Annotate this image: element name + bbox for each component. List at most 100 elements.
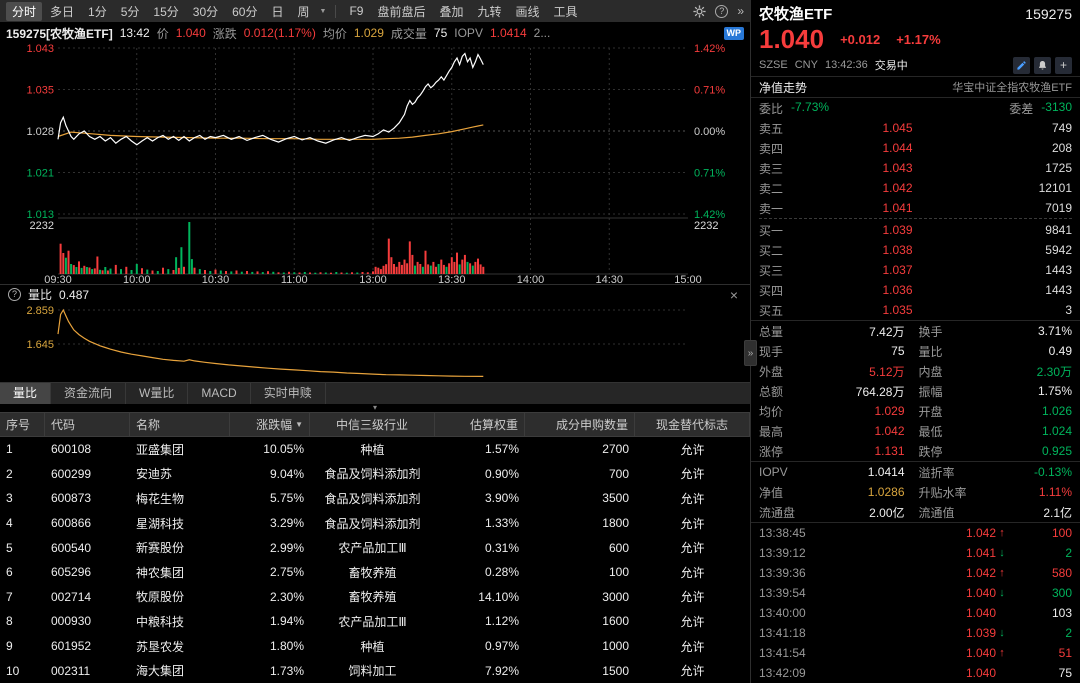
cell: 2.99% [269,540,304,555]
stat-value: 1.024 [1041,424,1072,438]
svg-text:0.71%: 0.71% [694,168,725,180]
add-plus-icon[interactable]: + [1055,56,1072,74]
cell: 2 [6,466,13,481]
cell: 3.29% [269,516,304,531]
quote-time: 13:42:36 [824,59,868,71]
book-level-label: 买二 [759,243,784,258]
toolbar-period-button[interactable]: 1分 [88,4,107,19]
wp-badge[interactable]: WP [723,26,744,40]
table-row[interactable]: 8 000930 中粮科技 1.94% 农产品加工Ⅲ 1.12% 1600 允许 [0,609,750,634]
toolbar-action-button[interactable]: F9 [349,4,364,18]
book-price: 1.043 [882,161,913,175]
table-row[interactable]: 3 600873 梅花生物 5.75% 食品及饲料添加剂 3.90% 3500 允许 [0,486,750,511]
toolbar-period-button[interactable]: 5分 [120,4,140,19]
order-book-row[interactable]: 卖一 1.041 7019 [751,198,1080,218]
chart-area-column: 分时 多日 1分 5分 15分 30分 60分日周 ▼ F9 盘前盘后 叠加 九转 画线 工具 ? » 1… [0,0,750,683]
table-row[interactable]: 4 600866 星湖科技 3.29% 食品及饲料添加剂 1.33% 1800 允许 [0,511,750,536]
toolbar-period-button[interactable]: 30分 [192,4,219,19]
order-book-row[interactable]: 卖四 1.044 208 [751,138,1080,158]
table-row[interactable]: 7 002714 牧原股份 2.30% 畜牧养殖 14.10% 3000 允许 [0,585,750,610]
toolbar-more-icon[interactable]: » [737,4,744,18]
column-header[interactable]: 估算权重 [435,413,525,436]
toolbar-period-button[interactable]: 60分 [232,4,258,19]
nav-trend-link[interactable]: 净值走势 [759,80,808,95]
column-header[interactable]: 涨跌幅 ▼ [230,413,310,436]
column-header[interactable]: 现金替代标志 [635,413,750,436]
cell: 农产品加工Ⅲ [338,614,407,629]
toolbar-period-button[interactable]: 周 [297,4,310,19]
table-row[interactable]: 6 605296 神农集团 2.75% 畜牧养殖 0.28% 100 允许 [0,560,750,585]
period-dropdown-icon[interactable]: ▼ [319,7,327,15]
indicator-help-icon[interactable]: ? [8,288,21,301]
book-level-label: 卖一 [759,201,784,216]
order-book-row[interactable]: 买二 1.038 5942 [751,240,1080,260]
indicator-tab[interactable]: MACD [188,383,251,404]
toolbar-period-button[interactable]: 多日 [50,4,75,19]
column-header[interactable]: 序号 [0,413,45,436]
order-book-row[interactable]: 买一 1.039 9841 [751,220,1080,240]
stat-row: 流通盘 2.00亿 流通值 2.1亿 [751,502,1080,522]
column-header[interactable]: 代码 [45,413,130,436]
cell: 4 [6,516,13,531]
table-row[interactable]: 9 601952 苏垦农发 1.80% 种植 0.97% 1000 允许 [0,634,750,659]
indicator-tab[interactable]: 量比 [0,383,52,404]
table-row[interactable]: 1 600108 亚盛集团 10.05% 种植 1.57% 2700 允许 [0,437,750,462]
sort-desc-icon[interactable]: ▼ [295,420,303,429]
chart-info-bar: 159275[农牧渔ETF] 13:42 价 1.040 涨跌 0.012(1.… [0,22,750,44]
order-book-row[interactable]: 买五 1.035 3 [751,300,1080,320]
quote-stats-main: 总量 7.42万 换手 3.71% 现手 75 量比 0.49 外盘 5.12万 内盘 2.30万 总额… [751,321,1080,462]
stat-label: 涨停 [759,444,784,459]
intraday-chart[interactable]: 1.043 1.035 1.028 1.021 1.013 1.42% 0.71% 0.00%… [0,44,750,284]
cell: 神农集团 [136,565,185,580]
collapse-caret-icon[interactable]: ▾ [372,403,377,412]
cell: 0.90% [484,466,519,481]
book-qty: 12101 [1038,181,1072,195]
tick-time: 13:41:54 [759,646,806,660]
panel-collapse-handle[interactable]: » [744,340,757,366]
order-book-row[interactable]: 买四 1.036 1443 [751,280,1080,300]
tick-direction-icon: ↓ [999,627,1005,639]
indicator-close-icon[interactable]: × [729,286,738,303]
tick-qty: 300 [1051,586,1072,600]
toolbar-action-button[interactable]: 画线 [515,4,540,19]
book-qty: 1725 [1045,161,1072,175]
indicator-tab[interactable]: 实时申赎 [251,383,326,404]
svg-text:2232: 2232 [694,220,718,232]
change-label: 涨跌 [212,26,237,41]
help-icon[interactable]: ? [715,4,729,18]
order-book-row[interactable]: 买三 1.037 1443 [751,260,1080,280]
toolbar-action-button[interactable]: 叠加 [439,4,464,19]
toolbar-action-button[interactable]: 盘前盘后 [377,4,426,19]
svg-text:2232: 2232 [30,220,54,232]
column-header[interactable]: 成分申购数量 [525,413,635,436]
svg-text:10:30: 10:30 [202,274,230,284]
order-book-row[interactable]: 卖五 1.045 749 [751,118,1080,138]
toolbar-action-button[interactable]: 九转 [477,4,502,19]
liangbi-chart[interactable]: 2.859 1.645 [0,304,750,382]
column-header[interactable]: 中信三级行业 [310,413,435,436]
table-row[interactable]: 2 600299 安迪苏 9.04% 食品及饲料添加剂 0.90% 700 允许 [0,462,750,487]
stat-value: 764.28万 [855,384,905,399]
indicator-tab[interactable]: 资金流向 [51,383,127,404]
toolbar-period-button[interactable]: 分时 [6,1,43,21]
cell: 1.33% [484,516,519,531]
settings-gear-icon[interactable] [693,4,706,18]
cell: 允许 [680,565,705,580]
alert-bell-icon[interactable] [1034,56,1051,74]
table-row[interactable]: 5 600540 新赛股份 2.99% 农产品加工Ⅲ 0.31% 600 允许 [0,535,750,560]
table-row[interactable]: 10 002311 海大集团 1.73% 饲料加工 7.92% 1500 允许 [0,658,750,683]
cell: 中粮科技 [136,614,185,629]
cell: 7 [6,589,13,604]
toolbar-action-button[interactable]: 工具 [553,4,578,19]
cell: 3000 [602,589,629,604]
stat-label: 最低 [918,424,943,439]
order-book-row[interactable]: 卖二 1.042 12101 [751,178,1080,198]
indicator-tab[interactable]: W量比 [126,383,189,404]
truncated-field: 2... [533,26,551,40]
stat-value: 75 [891,344,905,358]
toolbar-period-button[interactable]: 日 [271,4,284,19]
order-book-row[interactable]: 卖三 1.043 1725 [751,158,1080,178]
column-header[interactable]: 名称 [130,413,230,436]
toolbar-period-button[interactable]: 15分 [153,4,179,19]
edit-pencil-icon[interactable] [1013,56,1030,74]
